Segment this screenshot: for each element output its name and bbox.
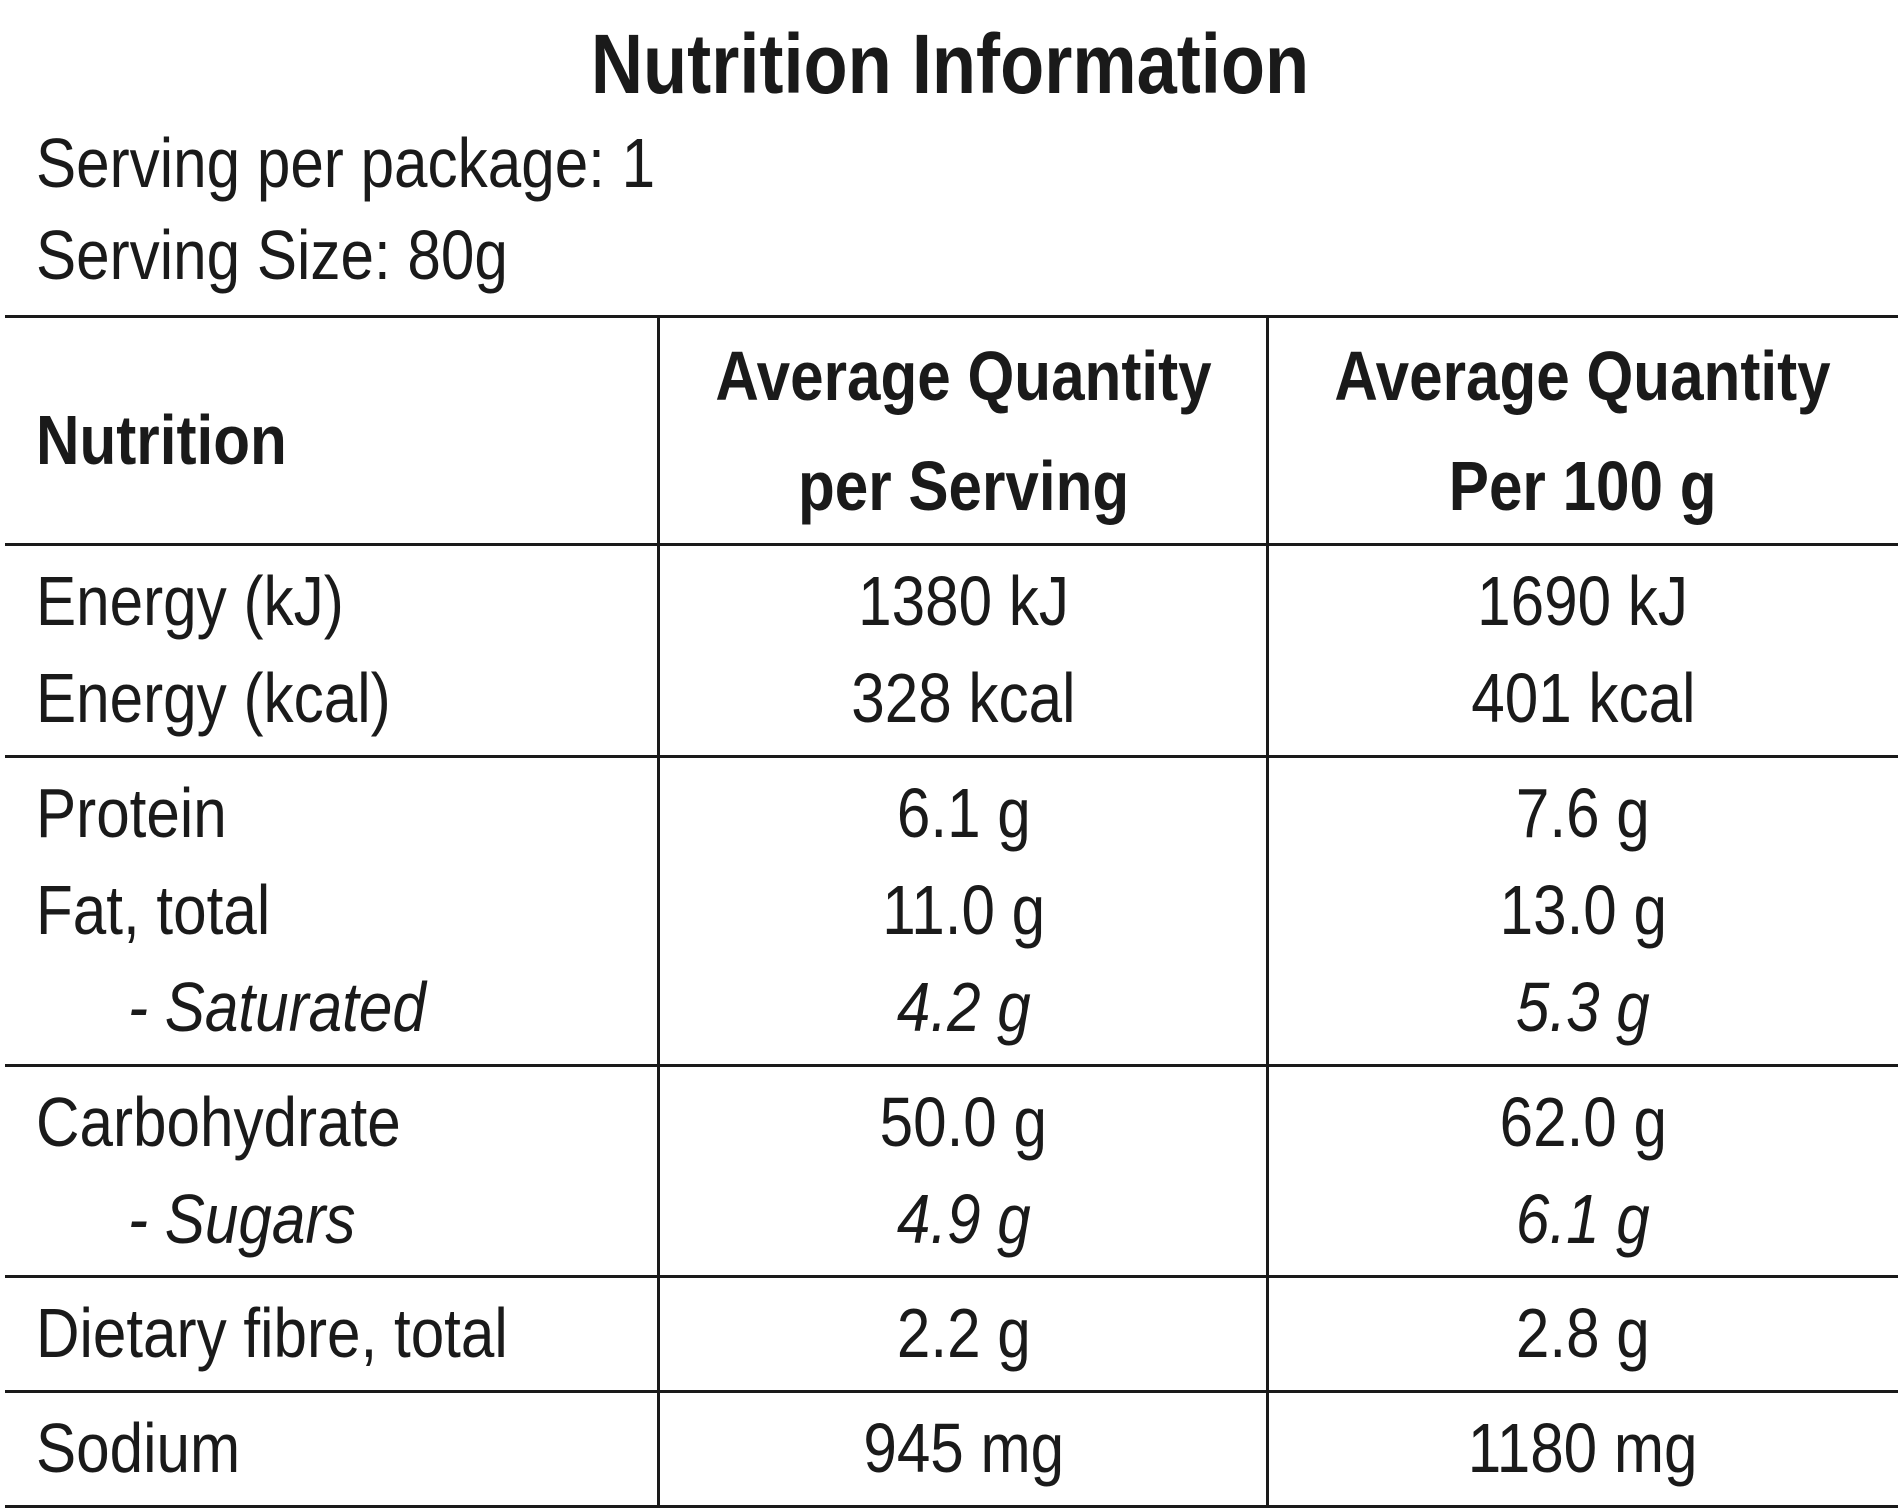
- row-value-per-serving: 6.1 g: [896, 774, 1031, 852]
- page-title: Nutrition Information: [590, 17, 1310, 111]
- row-value-per-100g: 62.0 g: [1499, 1083, 1667, 1161]
- row-value-per-100g: 401 kcal: [1470, 659, 1696, 737]
- header-per-serving-line2: per Serving: [797, 447, 1130, 525]
- table-bottom-border: [5, 1505, 1898, 1508]
- serving-size: Serving Size: 80g: [36, 216, 508, 294]
- row-value-per-100g: 13.0 g: [1499, 871, 1667, 949]
- row-value-per-serving: 50.0 g: [879, 1083, 1048, 1161]
- group-divider-carbohydrate: [5, 1275, 1898, 1278]
- header-divider: [5, 543, 1898, 546]
- column-divider-1: [657, 317, 660, 1505]
- row-label: Carbohydrate: [36, 1083, 401, 1161]
- row-value-per-100g: 5.3 g: [1516, 968, 1650, 1046]
- row-value-per-serving: 328 kcal: [851, 659, 1076, 737]
- row-label: Energy (kcal): [36, 659, 391, 737]
- serving-per-package: Serving per package: 1: [36, 124, 656, 202]
- row-value-per-100g: 1690 kJ: [1477, 562, 1689, 640]
- row-label: Dietary fibre, total: [36, 1294, 508, 1372]
- group-divider-fat: [5, 1064, 1898, 1067]
- row-value-per-serving: 1380 kJ: [858, 562, 1069, 640]
- group-divider-energy: [5, 755, 1898, 758]
- table-top-border: [5, 315, 1898, 318]
- row-value-per-serving: 4.2 g: [896, 968, 1031, 1046]
- row-value-per-serving: 2.2 g: [896, 1294, 1031, 1372]
- row-value-per-100g: 1180 mg: [1468, 1409, 1698, 1487]
- row-value-per-100g: 2.8 g: [1516, 1294, 1650, 1372]
- row-label-sub: - Sugars: [128, 1180, 356, 1258]
- row-value-per-serving: 945 mg: [863, 1409, 1064, 1487]
- row-value-per-100g: 6.1 g: [1516, 1180, 1650, 1258]
- row-value-per-serving: 11.0 g: [882, 871, 1045, 949]
- column-divider-2: [1266, 317, 1269, 1505]
- row-label: Protein: [36, 774, 227, 852]
- row-label: Fat, total: [36, 871, 271, 949]
- row-label-sub: - Saturated: [128, 968, 426, 1046]
- row-label: Sodium: [36, 1409, 241, 1487]
- group-divider-fibre: [5, 1390, 1898, 1393]
- row-label: Energy (kJ): [36, 562, 344, 640]
- header-per-serving-line1: Average Quantity: [715, 337, 1212, 415]
- row-value-per-100g: 7.6 g: [1516, 774, 1650, 852]
- row-value-per-serving: 4.9 g: [896, 1180, 1031, 1258]
- header-per-100g-line2: Per 100 g: [1449, 447, 1717, 525]
- header-per-100g-line1: Average Quantity: [1334, 337, 1832, 415]
- header-nutrition: Nutrition: [36, 401, 287, 479]
